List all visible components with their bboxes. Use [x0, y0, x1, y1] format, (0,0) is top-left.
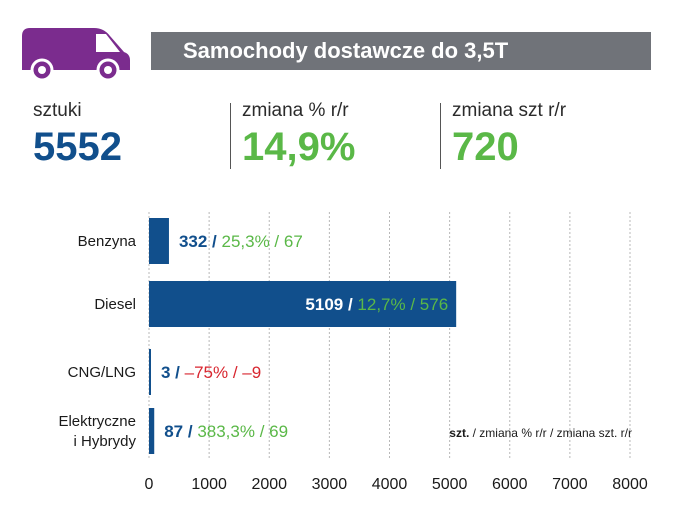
kpi-units: sztuki 5552	[33, 100, 122, 170]
delivery-van-icon	[22, 28, 130, 82]
kpi-units-value: 5552	[33, 125, 122, 169]
kpi-abs-change: zmiana szt r/r 720	[452, 100, 566, 170]
kpi-units-label: sztuki	[33, 100, 82, 121]
legend-note: szt. / zmiana % r/r / zmiana szt. r/r	[449, 426, 632, 440]
bar	[149, 218, 169, 264]
category-label: CNG/LNG	[68, 364, 136, 381]
kpi-abs-change-value: 720	[452, 125, 519, 169]
fuel-type-bar-chart: 0 1000 2000 3000 4000 5000 6000 7000 8000 Benzyna…	[58, 212, 648, 493]
x-tick-label: 1000	[191, 476, 227, 493]
kpi-pct-change-label: zmiana % r/r	[242, 100, 349, 121]
header-title-bar: Samochody dostawcze do 3,5T	[151, 32, 651, 70]
data-label: 332 / 25,3% / 67	[179, 232, 303, 251]
kpi-abs-change-label: zmiana szt r/r	[452, 100, 567, 121]
x-tick-label: 2000	[251, 476, 287, 493]
category-label: i Hybrydy	[73, 433, 136, 450]
x-tick-label: 6000	[492, 476, 528, 493]
category-label: Benzyna	[78, 233, 137, 250]
data-label: 87 / 383,3% / 69	[164, 422, 288, 441]
category-label: Diesel	[94, 296, 136, 313]
kpi-divider	[230, 103, 231, 169]
bar	[149, 281, 457, 327]
x-tick-label: 8000	[612, 476, 648, 493]
x-tick-label: 4000	[372, 476, 408, 493]
data-label: 5109 / 12,7% / 576	[305, 295, 448, 314]
page-title: Samochody dostawcze do 3,5T	[183, 38, 509, 63]
bar	[149, 349, 151, 395]
category-label: Elektryczne	[58, 413, 136, 430]
bar	[149, 408, 155, 454]
x-tick-label: 5000	[432, 476, 468, 493]
kpi-divider	[440, 103, 441, 169]
kpi-pct-change: zmiana % r/r 14,9%	[242, 100, 355, 170]
x-tick-label: 3000	[312, 476, 348, 493]
kpi-pct-change-value: 14,9%	[242, 125, 356, 169]
x-tick-label: 7000	[552, 476, 588, 493]
x-tick-label: 0	[145, 476, 154, 493]
data-label: 3 / –75% / –9	[161, 363, 261, 382]
